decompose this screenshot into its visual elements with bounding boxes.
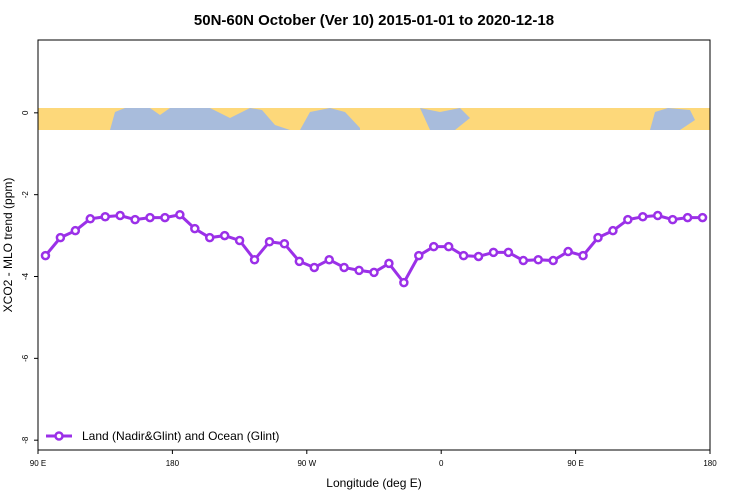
data-point xyxy=(100,212,110,222)
chart-title: 50N-60N October (Ver 10) 2015-01-01 to 2… xyxy=(194,12,554,29)
data-point xyxy=(115,210,125,221)
legend-marker xyxy=(54,431,64,441)
data-point xyxy=(563,246,573,257)
data-point xyxy=(190,223,200,234)
data-point xyxy=(503,247,514,258)
data-point xyxy=(130,214,140,225)
x-tick-label: 180 xyxy=(166,459,180,468)
x-tick-label: 180 xyxy=(703,459,717,468)
data-point xyxy=(384,258,394,269)
data-point xyxy=(279,239,290,249)
data-point xyxy=(399,277,409,288)
data-point xyxy=(638,212,648,222)
data-point xyxy=(428,241,439,252)
data-point xyxy=(682,212,693,223)
data-point xyxy=(309,262,320,273)
plot-frame xyxy=(37,39,711,451)
data-point xyxy=(414,250,424,261)
data-point xyxy=(458,250,469,261)
x-tick-label: 90 E xyxy=(30,459,46,468)
legend-label: Land (Nadir&Glint) and Ocean (Glint) xyxy=(82,429,279,443)
data-point xyxy=(40,250,51,261)
data-point xyxy=(578,250,588,261)
y-tick-label: -4 xyxy=(21,272,30,280)
data-point xyxy=(369,267,379,278)
data-point xyxy=(652,210,663,221)
x-tick-label: 90 E xyxy=(567,459,583,468)
data-point xyxy=(219,230,230,241)
data-point xyxy=(234,235,245,246)
data-point xyxy=(145,212,155,223)
data-point xyxy=(324,254,334,265)
y-tick-label: 0 xyxy=(21,110,30,115)
data-point xyxy=(593,232,603,243)
data-point xyxy=(443,241,454,252)
map-strip xyxy=(38,108,710,130)
data-point xyxy=(533,254,544,265)
data-point xyxy=(623,214,633,225)
data-point xyxy=(518,255,529,266)
data-point xyxy=(175,209,185,220)
data-point xyxy=(339,262,349,273)
data-point xyxy=(55,232,66,243)
data-point xyxy=(85,214,96,224)
data-point xyxy=(160,212,170,223)
data-point xyxy=(204,232,215,243)
data-point xyxy=(548,255,558,266)
y-axis-label: XCO2 - MLO trend (ppm) xyxy=(1,178,15,313)
y-tick-label: -6 xyxy=(21,354,30,362)
data-point xyxy=(697,212,708,223)
x-axis-label: Longitude (deg E) xyxy=(326,476,421,490)
y-tick-label: -2 xyxy=(21,191,30,199)
data-point xyxy=(667,214,678,225)
data-point xyxy=(249,254,260,265)
x-tick-label: 90 W xyxy=(297,459,316,468)
data-point xyxy=(608,225,618,236)
y-tick-label: -8 xyxy=(21,436,30,444)
data-point xyxy=(354,265,364,276)
data-point xyxy=(70,225,81,236)
data-point xyxy=(473,251,484,262)
data-point xyxy=(294,256,305,267)
x-tick-label: 0 xyxy=(439,459,444,468)
data-point xyxy=(488,247,499,258)
data-point xyxy=(264,236,275,247)
